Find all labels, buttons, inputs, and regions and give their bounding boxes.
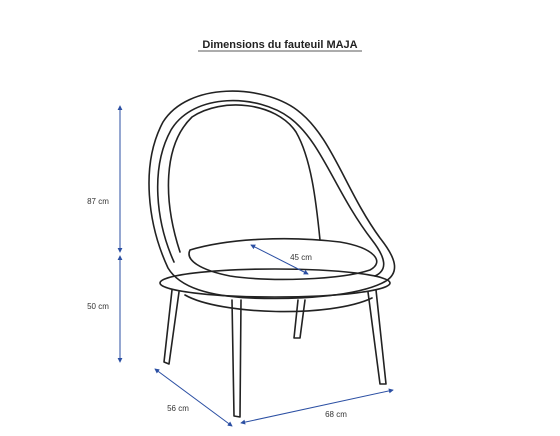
leg-front bbox=[231, 299, 242, 418]
dimension-label: 68 cm bbox=[325, 410, 347, 419]
leg-right bbox=[367, 289, 387, 385]
back-frame bbox=[148, 90, 396, 300]
width-arrow bbox=[240, 388, 394, 425]
leg-left bbox=[163, 289, 180, 365]
dimension-lines bbox=[117, 105, 394, 427]
seat-ring bbox=[159, 268, 391, 298]
back-frame-inner bbox=[156, 99, 385, 277]
cross-bar bbox=[184, 294, 373, 313]
title: Dimensions du fauteuil MAJA bbox=[202, 39, 357, 51]
seat-depth-arrow bbox=[250, 244, 309, 275]
back-cushion bbox=[167, 104, 321, 253]
dimension-label: 50 cm bbox=[87, 302, 109, 311]
dimension-label: 56 cm bbox=[167, 404, 189, 413]
chair bbox=[148, 90, 396, 418]
dimension-label: 45 cm bbox=[290, 253, 312, 262]
dimension-label: 87 cm bbox=[87, 197, 109, 206]
depth-arrow bbox=[154, 368, 233, 427]
leg-back bbox=[293, 299, 306, 339]
seat-cushion bbox=[188, 237, 378, 281]
